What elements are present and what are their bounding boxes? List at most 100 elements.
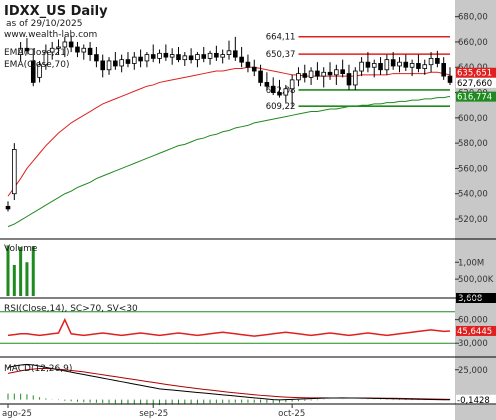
- candle-down: [30, 60, 36, 83]
- candle-up: [226, 50, 232, 55]
- legend-ema70: EMA(Close,70): [4, 60, 69, 70]
- price-y-tick-label: 580,00: [458, 139, 488, 149]
- candle-down: [315, 70, 320, 77]
- last-value-label: 635,651: [457, 69, 492, 79]
- x-tick-label: ago-25: [2, 409, 32, 419]
- macd-legend: MACD(12,26,9): [4, 364, 72, 374]
- candle-down: [264, 82, 270, 87]
- price-y-tick-label: 660,00: [458, 38, 488, 48]
- x-tick-label: oct-25: [278, 409, 305, 419]
- candle-up: [169, 54, 175, 58]
- chart-title: IDXX_US Daily: [4, 4, 108, 19]
- candle-down: [435, 57, 440, 64]
- candle-down: [302, 73, 308, 78]
- candle-down: [24, 47, 30, 52]
- price-y-tick-label: 560,00: [458, 164, 488, 174]
- candle-down: [75, 46, 80, 53]
- candle-up: [37, 64, 42, 78]
- candle-down: [378, 63, 383, 71]
- candle-down: [233, 50, 238, 58]
- candle-up: [131, 56, 137, 64]
- last-value-badge: [456, 91, 496, 102]
- rsi-line: [7, 317, 451, 337]
- candle-up: [352, 70, 358, 86]
- last-value-badge: [456, 77, 496, 88]
- candle-down: [403, 61, 409, 68]
- x-axis: ago-25 sep-25 oct-25: [2, 404, 305, 419]
- price-y-tick-label: 520,00: [458, 215, 488, 225]
- macd-last-label: -0,1428: [457, 396, 490, 406]
- macd-y-tick-label: 25,000: [458, 366, 488, 376]
- volume-y-tick-label: 500,00K: [458, 275, 494, 285]
- candle-down: [365, 61, 371, 68]
- candle-up: [12, 149, 17, 195]
- candle-up: [62, 41, 68, 48]
- candle-up: [428, 57, 434, 66]
- last-value-label: 627,660: [457, 79, 492, 89]
- ema70-line: [7, 95, 451, 228]
- candle-down: [176, 54, 181, 61]
- candle-down: [188, 55, 194, 61]
- volume-bar: [12, 264, 16, 296]
- candle-down: [340, 69, 345, 74]
- watermark-site: www.wealth-lab.com: [4, 30, 97, 40]
- candle-up: [296, 73, 301, 81]
- candle-down: [390, 59, 396, 67]
- candle-down: [125, 59, 131, 64]
- support-level-label: 609,22: [266, 102, 296, 112]
- candle-up: [49, 47, 55, 53]
- candle-up: [409, 63, 415, 68]
- candle-down: [163, 52, 169, 58]
- volume-bar: [6, 245, 10, 296]
- resistance-level-label: 664,11: [266, 33, 296, 43]
- candle-down: [94, 54, 99, 62]
- candle-down: [68, 41, 74, 48]
- candle-up: [56, 46, 61, 49]
- support-level-label: 622,08: [266, 86, 296, 96]
- candle-down: [150, 54, 156, 59]
- legend-ema21: EMA(Close,21): [4, 48, 69, 58]
- candle-up: [289, 79, 295, 90]
- candle-up: [283, 88, 289, 96]
- rsi-last-badge: [456, 325, 496, 336]
- candle-down: [5, 205, 11, 210]
- candle-up: [18, 47, 23, 55]
- candle-up: [359, 61, 364, 72]
- rsi-y-tick-label: 30,000: [458, 339, 488, 349]
- candle-up: [157, 52, 162, 59]
- rsi-legend: RSI(Close,14), SC>70, SV<30: [4, 304, 138, 314]
- candle-down: [277, 92, 282, 96]
- rsi-y-tick-label: 60,000: [458, 316, 488, 326]
- candle-up: [321, 71, 327, 77]
- price-y-tick-label: 600,00: [458, 114, 488, 124]
- candle-down: [447, 75, 453, 83]
- candle-up: [106, 60, 112, 71]
- last-value-label: 616,774: [457, 93, 492, 103]
- volume-bar: [25, 262, 29, 296]
- candle-up: [308, 70, 314, 78]
- resistance-level-label: 650,37: [266, 50, 296, 60]
- candle-down: [251, 66, 257, 72]
- volume-bar: [19, 247, 23, 296]
- candle-up: [43, 51, 49, 66]
- x-tick-label: sep-25: [139, 409, 168, 419]
- candle-up: [371, 63, 377, 68]
- volume-y-tick-label: 1,00M: [458, 258, 484, 268]
- volume-last-label: 3,608: [458, 294, 482, 304]
- price-y-tick-label: 680,00: [458, 13, 488, 23]
- candle-up: [119, 59, 124, 67]
- candle-down: [100, 60, 106, 71]
- rsi-last-label: 45,6445: [457, 327, 492, 337]
- candle-down: [327, 71, 333, 76]
- candle-down: [245, 61, 251, 68]
- candle-up: [384, 59, 390, 71]
- candle-down: [270, 85, 276, 93]
- candle-down: [201, 54, 207, 59]
- candle-down: [416, 63, 421, 69]
- candle-up: [144, 54, 150, 62]
- candle-down: [138, 56, 143, 62]
- macd-line: [7, 363, 451, 401]
